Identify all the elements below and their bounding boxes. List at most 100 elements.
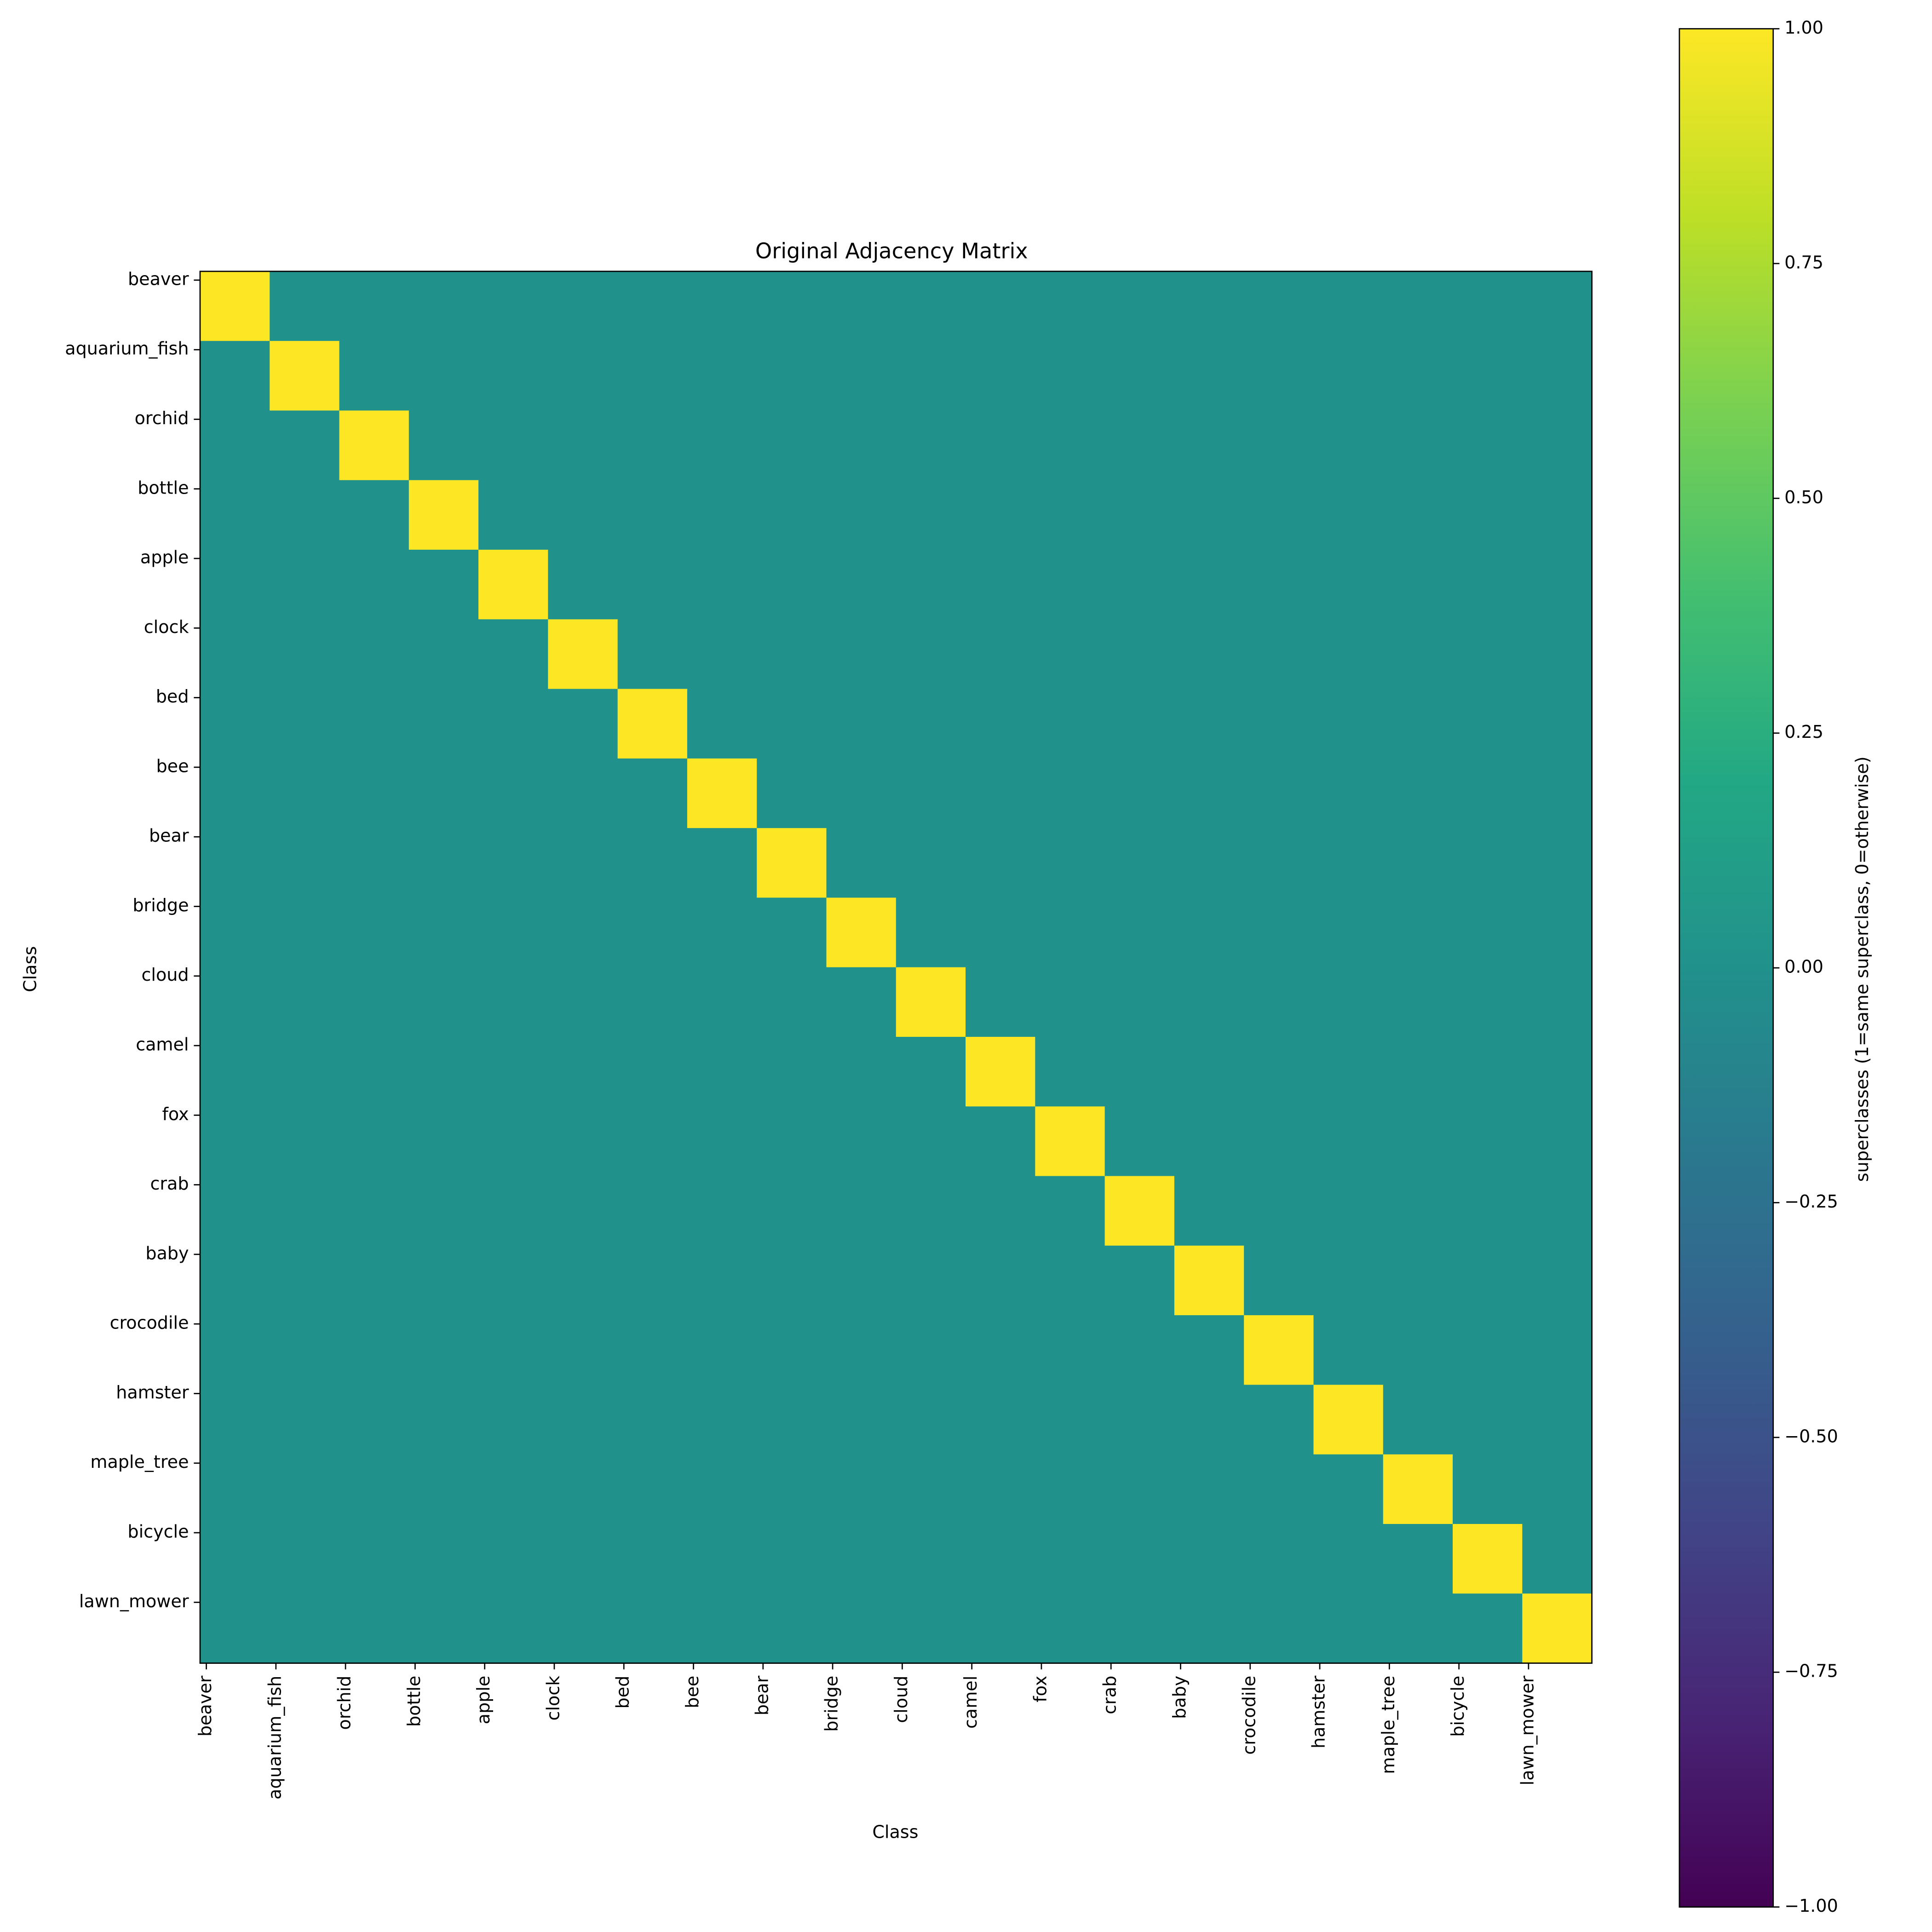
y-axis-label: Class: [20, 946, 40, 992]
heatmap-cell: [1453, 1037, 1523, 1107]
y-tick-label: cloud: [141, 965, 189, 985]
heatmap-cell: [1522, 689, 1593, 759]
heatmap-cell: [1453, 271, 1523, 342]
heatmap-cell: [1104, 480, 1175, 551]
x-tick-label: bridge: [822, 1676, 842, 1732]
heatmap-cell: [1383, 1106, 1454, 1177]
heatmap-cell: [617, 550, 688, 620]
heatmap-cell: [408, 271, 479, 342]
heatmap-cell: [1174, 410, 1245, 481]
heatmap-cell: [617, 1593, 688, 1664]
heatmap-cell: [1104, 1593, 1175, 1664]
colorbar-tick-label: −0.25: [1784, 1191, 1838, 1212]
heatmap-cell: [478, 550, 549, 620]
heatmap-cell: [1244, 550, 1314, 620]
heatmap-cell: [1244, 1454, 1314, 1525]
heatmap-cell: [1313, 1593, 1384, 1664]
y-tick-label: maple_tree: [90, 1452, 189, 1472]
heatmap-cell: [1313, 1245, 1384, 1316]
heatmap-cell: [687, 1385, 758, 1455]
heatmap-cell: [548, 1245, 618, 1316]
heatmap-cell: [1453, 1524, 1523, 1594]
heatmap-cell: [617, 1176, 688, 1247]
heatmap-cell: [339, 1385, 410, 1455]
heatmap-cell: [1383, 1245, 1454, 1316]
heatmap-cell: [1244, 341, 1314, 411]
heatmap-cell: [1174, 967, 1245, 1038]
heatmap-cell: [966, 619, 1036, 690]
heatmap-cell: [548, 1037, 618, 1107]
heatmap-cell: [339, 1037, 410, 1107]
heatmap-cell: [826, 1385, 897, 1455]
heatmap-cell: [339, 758, 410, 829]
heatmap-cell: [270, 897, 340, 968]
heatmap-cell: [757, 619, 827, 690]
heatmap-cell: [687, 271, 758, 342]
heatmap-cell: [408, 897, 479, 968]
heatmap-cell: [270, 271, 340, 342]
x-tick-label: cloud: [891, 1676, 911, 1723]
heatmap-cell: [270, 758, 340, 829]
heatmap-cell: [478, 1176, 549, 1247]
heatmap-cell: [548, 967, 618, 1038]
y-tick-label: baby: [145, 1243, 189, 1263]
heatmap-cell: [1244, 758, 1314, 829]
y-tick-label: lawn_mower: [79, 1591, 189, 1611]
colorbar-tick-label: −0.50: [1784, 1426, 1838, 1446]
heatmap-cell: [966, 341, 1036, 411]
heatmap-cell: [896, 341, 966, 411]
heatmap-cell: [687, 1176, 758, 1247]
heatmap-cell: [966, 967, 1036, 1038]
heatmap-cell: [339, 341, 410, 411]
heatmap-cell: [1104, 341, 1175, 411]
heatmap-cell: [896, 410, 966, 481]
colorbar-tick-label: −1.00: [1784, 1896, 1838, 1916]
colorbar-tick-label: 0.25: [1784, 722, 1823, 742]
heatmap-cell: [826, 619, 897, 690]
heatmap-cell: [548, 1524, 618, 1594]
heatmap-cell: [270, 967, 340, 1038]
heatmap-cell: [1244, 480, 1314, 551]
heatmap-cell: [339, 1176, 410, 1247]
heatmap-cell: [1244, 1176, 1314, 1247]
heatmap-cell: [548, 1454, 618, 1525]
heatmap-cell: [1313, 1315, 1384, 1386]
heatmap-cell: [1522, 341, 1593, 411]
heatmap-cell: [339, 410, 410, 481]
heatmap-cell: [270, 480, 340, 551]
heatmap-cell: [200, 897, 270, 968]
y-tick-label: apple: [140, 547, 189, 568]
heatmap-cell: [1035, 1524, 1105, 1594]
heatmap-cell: [966, 1385, 1036, 1455]
heatmap-cell: [478, 758, 549, 829]
x-axis-label: Class: [872, 1822, 918, 1842]
heatmap-cell: [1453, 967, 1523, 1038]
heatmap-cell: [1522, 967, 1593, 1038]
heatmap-cell: [270, 410, 340, 481]
heatmap-cell: [1174, 1315, 1245, 1386]
heatmap-cell: [1244, 271, 1314, 342]
heatmap-cell: [687, 550, 758, 620]
heatmap-cell: [687, 1037, 758, 1107]
heatmap-cell: [1453, 619, 1523, 690]
y-tick-label: orchid: [135, 408, 189, 428]
x-tick-label: bed: [613, 1676, 633, 1709]
heatmap-cell: [1104, 550, 1175, 620]
y-tick-label: bicycle: [127, 1522, 189, 1542]
heatmap-cell: [200, 1176, 270, 1247]
heatmap-cell: [270, 1176, 340, 1247]
heatmap-cell: [1313, 480, 1384, 551]
heatmap-cell: [270, 619, 340, 690]
heatmap-cell: [1174, 271, 1245, 342]
heatmap-cell: [270, 341, 340, 411]
heatmap-cell: [757, 1454, 827, 1525]
heatmap-cell: [1174, 1524, 1245, 1594]
heatmap-cell: [1104, 828, 1175, 898]
heatmap-cell: [408, 619, 479, 690]
heatmap-cell: [1383, 1315, 1454, 1386]
x-tick-label: fox: [1030, 1676, 1050, 1702]
heatmap-cell: [966, 689, 1036, 759]
y-tick-label: bear: [149, 826, 189, 846]
heatmap-cell: [1104, 619, 1175, 690]
heatmap-cell: [757, 967, 827, 1038]
